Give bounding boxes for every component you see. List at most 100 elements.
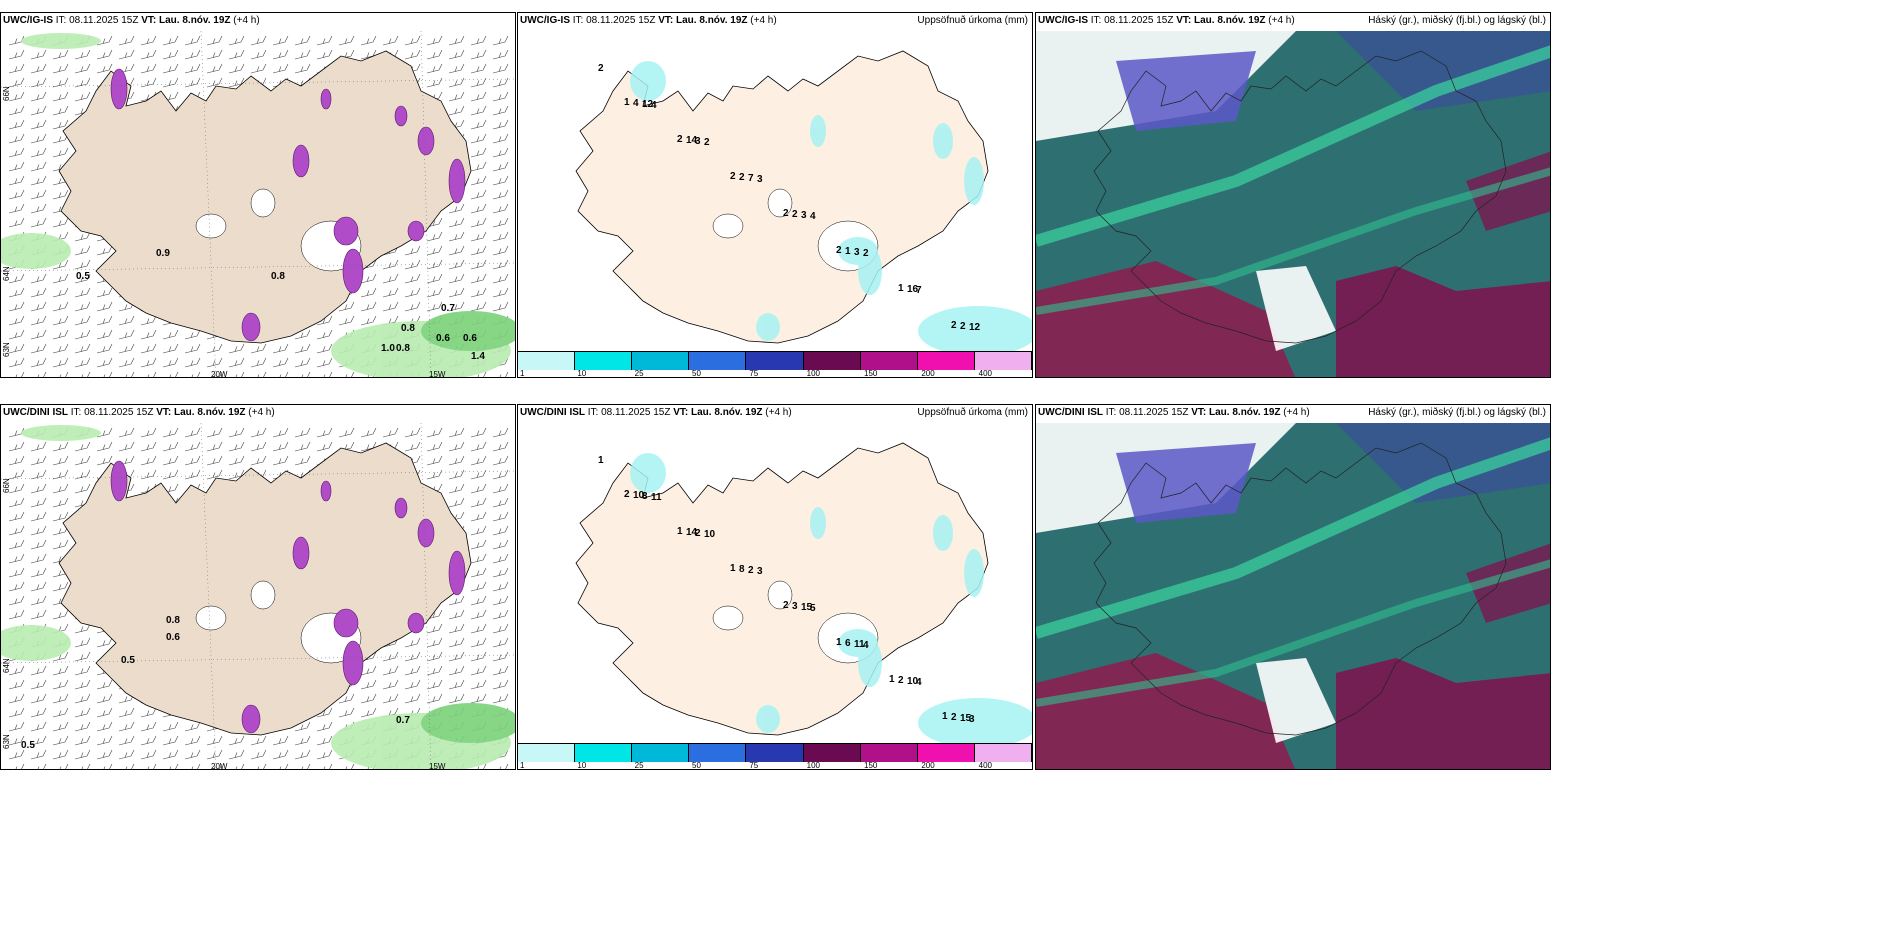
value-label: 0.7 xyxy=(441,303,455,314)
value-label: 2 xyxy=(863,248,869,259)
value-label: 0.7 xyxy=(396,715,410,726)
lead-time: (+4 h) xyxy=(765,407,792,418)
valid-time: Lau. 8.nóv. 19Z xyxy=(1194,15,1266,26)
panel-header: UWC/IG-IS IT: 08.11.2025 15Z VT: Lau. 8.… xyxy=(520,15,777,26)
cloud-layers xyxy=(1036,31,1550,377)
init-time: 08.11.2025 15Z xyxy=(84,407,154,418)
value-label: 15 xyxy=(801,602,813,613)
value-label: 2 xyxy=(951,320,957,331)
value-label: 2 xyxy=(677,134,683,145)
value-label: 4 xyxy=(651,100,657,111)
value-label: 1 xyxy=(624,97,630,108)
axis-label: 20W xyxy=(211,370,228,378)
axis-label: 15W xyxy=(429,762,446,770)
axis-label: 64N xyxy=(2,266,11,281)
colorbar-swatch xyxy=(917,352,975,370)
value-label: 2 xyxy=(624,489,630,500)
colorbar-swatch xyxy=(689,352,747,370)
map-canvas xyxy=(1036,31,1550,377)
value-label: 1 xyxy=(730,563,736,574)
colorbar-swatch xyxy=(803,744,861,762)
value-label: 2 xyxy=(783,208,789,219)
value-label: 8 xyxy=(739,564,745,575)
lead-time: (+4 h) xyxy=(1268,15,1295,26)
value-label: 1 xyxy=(598,455,604,466)
panel-header: UWC/IG-IS IT: 08.11.2025 15Z VT: Lau. 8.… xyxy=(3,15,260,26)
colorbar-tick: 150 xyxy=(864,761,878,770)
panel-header: UWC/IG-IS IT: 08.11.2025 15Z VT: Lau. 8.… xyxy=(1038,15,1295,26)
colorbar-swatch xyxy=(518,352,576,370)
colorbar-swatch xyxy=(575,744,633,762)
valid-time: Lau. 8.nóv. 19Z xyxy=(676,15,748,26)
vt-label: VT: xyxy=(1191,407,1207,418)
colorbar-swatch xyxy=(974,352,1032,370)
value-label: 3 xyxy=(642,491,648,502)
colorbar-swatch xyxy=(917,744,975,762)
value-label: 3 xyxy=(757,566,763,577)
colorbar-tick: 25 xyxy=(634,369,644,378)
init-time: 08.11.2025 15Z xyxy=(586,15,656,26)
value-label: 0.5 xyxy=(121,655,135,666)
value-label: 7 xyxy=(916,285,922,296)
valid-time: Lau. 8.nóv. 19Z xyxy=(174,407,246,418)
panel-header: UWC/DINI ISL IT: 08.11.2025 15Z VT: Lau.… xyxy=(520,407,792,418)
value-label: 7 xyxy=(748,173,754,184)
colorbar: 1 10 25 50 75 100 150 200 400 xyxy=(518,743,1032,769)
panel-title: Háský (gr.), miðský (fj.bl.) og lágský (… xyxy=(1368,15,1546,26)
value-label: 2 xyxy=(960,321,966,332)
colorbar-ticks: 1 10 25 50 75 100 150 200 400 xyxy=(518,369,1032,377)
axis-label: 15W xyxy=(429,370,446,378)
value-label: 2 xyxy=(704,137,710,148)
value-label: 4 xyxy=(633,98,639,109)
colorbar-tick: 1 xyxy=(520,761,525,770)
it-label: IT: xyxy=(1090,15,1102,26)
value-label: 0.5 xyxy=(21,740,35,751)
precip-cyan xyxy=(630,453,1032,745)
value-label: 3 xyxy=(757,174,763,185)
it-label: IT: xyxy=(1105,407,1117,418)
precip-green xyxy=(1,33,515,377)
colorbar-tick: 50 xyxy=(692,369,701,378)
model-name: UWC/DINI ISL xyxy=(520,407,585,418)
vt-label: VT: xyxy=(658,15,674,26)
vt-label: VT: xyxy=(1176,15,1192,26)
colorbar-swatch xyxy=(974,744,1032,762)
colorbar-tick: 75 xyxy=(749,369,759,378)
colorbar-tick: 150 xyxy=(864,369,878,378)
value-label: 1 xyxy=(898,283,904,294)
value-label: 0.8 xyxy=(166,615,180,626)
colorbar-swatch xyxy=(860,744,918,762)
init-time: 08.11.2025 15Z xyxy=(1104,15,1174,26)
value-label: 11 xyxy=(651,492,662,503)
colorbar: 1 10 25 50 75 100 150 200 400 xyxy=(518,351,1032,377)
vt-label: VT: xyxy=(156,407,172,418)
valid-time: Lau. 8.nóv. 19Z xyxy=(1209,407,1281,418)
value-label: 3 xyxy=(854,247,860,258)
it-label: IT: xyxy=(587,407,599,418)
colorbar-tick: 100 xyxy=(806,761,821,770)
iceland-outline xyxy=(1093,442,1507,736)
value-label: 0.5 xyxy=(76,271,90,282)
axis-label: 63N xyxy=(2,734,11,749)
value-label: 1 xyxy=(942,711,948,722)
value-label: 2 xyxy=(783,600,789,611)
map-panel-p6: UWC/DINI ISL IT: 08.11.2025 15Z VT: Lau.… xyxy=(1035,404,1551,770)
value-label: 3 xyxy=(969,714,975,725)
value-label: 2 xyxy=(739,172,745,183)
colorbar-swatch xyxy=(689,744,747,762)
value-label: 3 xyxy=(695,136,701,147)
lead-time: (+4 h) xyxy=(248,407,275,418)
value-label: 0.6 xyxy=(436,333,450,344)
colorbar-tick: 400 xyxy=(978,761,993,770)
vt-label: VT: xyxy=(141,15,157,26)
precip-cyan xyxy=(630,61,1032,353)
value-label: 0.8 xyxy=(271,271,285,282)
colorbar-swatch xyxy=(746,352,804,370)
axis-label: 63N xyxy=(2,342,11,357)
value-label: 2 xyxy=(730,171,736,182)
colorbar-swatch xyxy=(746,744,804,762)
value-label: 1 xyxy=(889,674,895,685)
value-label: 14 xyxy=(686,527,698,538)
